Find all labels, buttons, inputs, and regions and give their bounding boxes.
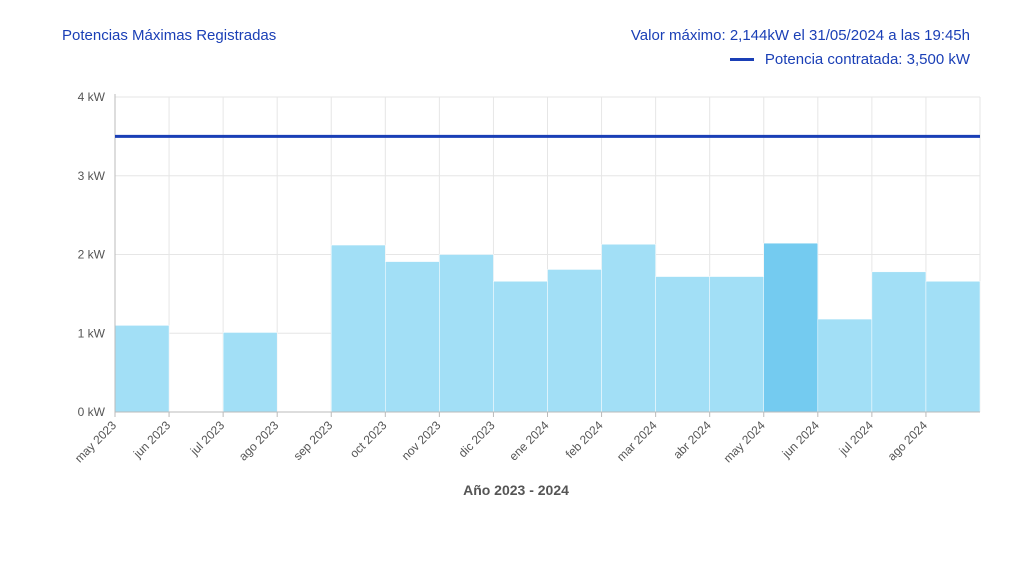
y-tick-label: 2 kW	[78, 248, 106, 262]
x-tick-label: dic 2023	[456, 418, 498, 460]
bar	[817, 318, 873, 413]
bar	[114, 325, 170, 413]
bar	[547, 269, 602, 413]
y-tick-label: 3 kW	[78, 169, 106, 183]
bar	[385, 261, 440, 413]
x-tick-label: jul 2023	[187, 418, 228, 459]
x-axis-title: Año 2023 - 2024	[463, 482, 569, 498]
y-tick-label: 1 kW	[78, 326, 106, 340]
x-tick-label: ene 2024	[506, 418, 552, 464]
x-tick-label: oct 2023	[347, 418, 390, 461]
y-tick-label: 0 kW	[78, 405, 106, 419]
bar	[655, 276, 710, 413]
bar	[601, 244, 656, 413]
max-value-info: Valor máximo: 2,144kW el 31/05/2024 a la…	[630, 27, 970, 44]
x-tick-label: feb 2024	[563, 418, 606, 461]
bar	[925, 281, 981, 413]
legend-label: Potencia contratada: 3,500 kW	[764, 51, 970, 68]
bar	[493, 281, 548, 413]
bar	[871, 271, 927, 413]
x-tick-label: abr 2024	[670, 418, 714, 462]
x-tick-label: ago 2024	[885, 418, 931, 464]
x-tick-label: jul 2024	[836, 418, 877, 459]
bar	[763, 242, 819, 413]
x-tick-label: sep 2023	[291, 418, 336, 463]
bar	[439, 254, 494, 413]
y-tick-label: 4 kW	[78, 90, 106, 104]
bar	[222, 332, 278, 413]
bar	[331, 244, 386, 413]
legend[interactable]: Potencia contratada: 3,500 kW	[729, 51, 970, 68]
x-tick-label: jun 2024	[779, 418, 822, 461]
x-tick-label: may 2024	[721, 418, 768, 465]
chart-title: Potencias Máximas Registradas	[62, 27, 277, 44]
x-tick-label: jun 2023	[130, 418, 173, 461]
x-tick-label: ago 2023	[236, 418, 282, 464]
x-tick-label: mar 2024	[614, 418, 660, 464]
bar	[709, 276, 764, 413]
legend-line-swatch	[729, 58, 754, 61]
x-tick-label: nov 2023	[399, 418, 444, 463]
x-tick-label: may 2023	[72, 418, 119, 465]
